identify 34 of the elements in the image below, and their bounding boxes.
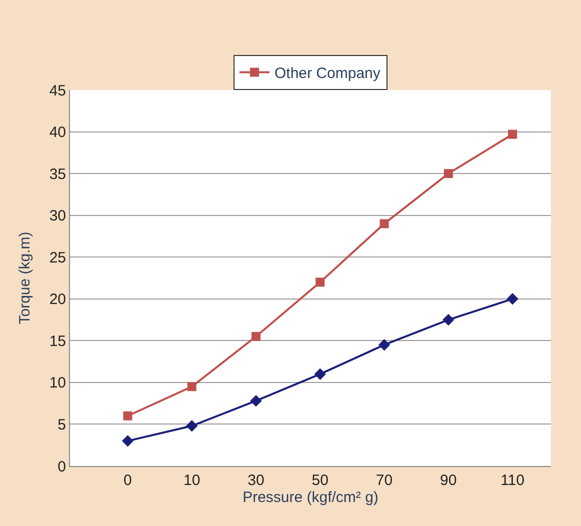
legend-label: Other Company (274, 65, 381, 82)
point (187, 382, 196, 392)
x-tick-label: 110 (500, 472, 524, 489)
x-tick-label: 70 (376, 472, 393, 489)
point (378, 338, 390, 351)
y-tick-label: 0 (58, 458, 66, 476)
y-tick-label: 35 (49, 166, 66, 183)
x-tick-label: 90 (440, 472, 457, 489)
y-tick-label: 25 (49, 249, 66, 266)
point (442, 314, 454, 326)
x-tick-label: 50 (312, 472, 328, 489)
x-axis-title: Pressure (kgf/cm² g) (242, 489, 378, 506)
y-tick-label: 10 (49, 374, 66, 392)
x-tick-label: 0 (124, 472, 132, 489)
y-tick-label: 45 (49, 82, 66, 100)
x-tick-label: 10 (184, 472, 200, 489)
y-tick-label: 40 (49, 124, 66, 142)
point (122, 435, 134, 447)
y-tick-label: 5 (58, 416, 66, 434)
point (251, 332, 260, 341)
point (508, 130, 518, 139)
y-tick-label: 30 (49, 208, 66, 225)
y-tick-label: 15 (49, 332, 66, 350)
y-axis-title: Torque (kg.m) (16, 232, 34, 324)
point (186, 420, 198, 432)
x-tick-label: 30 (248, 472, 264, 489)
point (444, 169, 453, 178)
y-tick-label: 20 (49, 291, 66, 308)
point (316, 278, 325, 287)
point (250, 394, 262, 407)
point (380, 219, 389, 228)
point (506, 293, 518, 305)
point (123, 411, 132, 420)
point (314, 368, 326, 380)
